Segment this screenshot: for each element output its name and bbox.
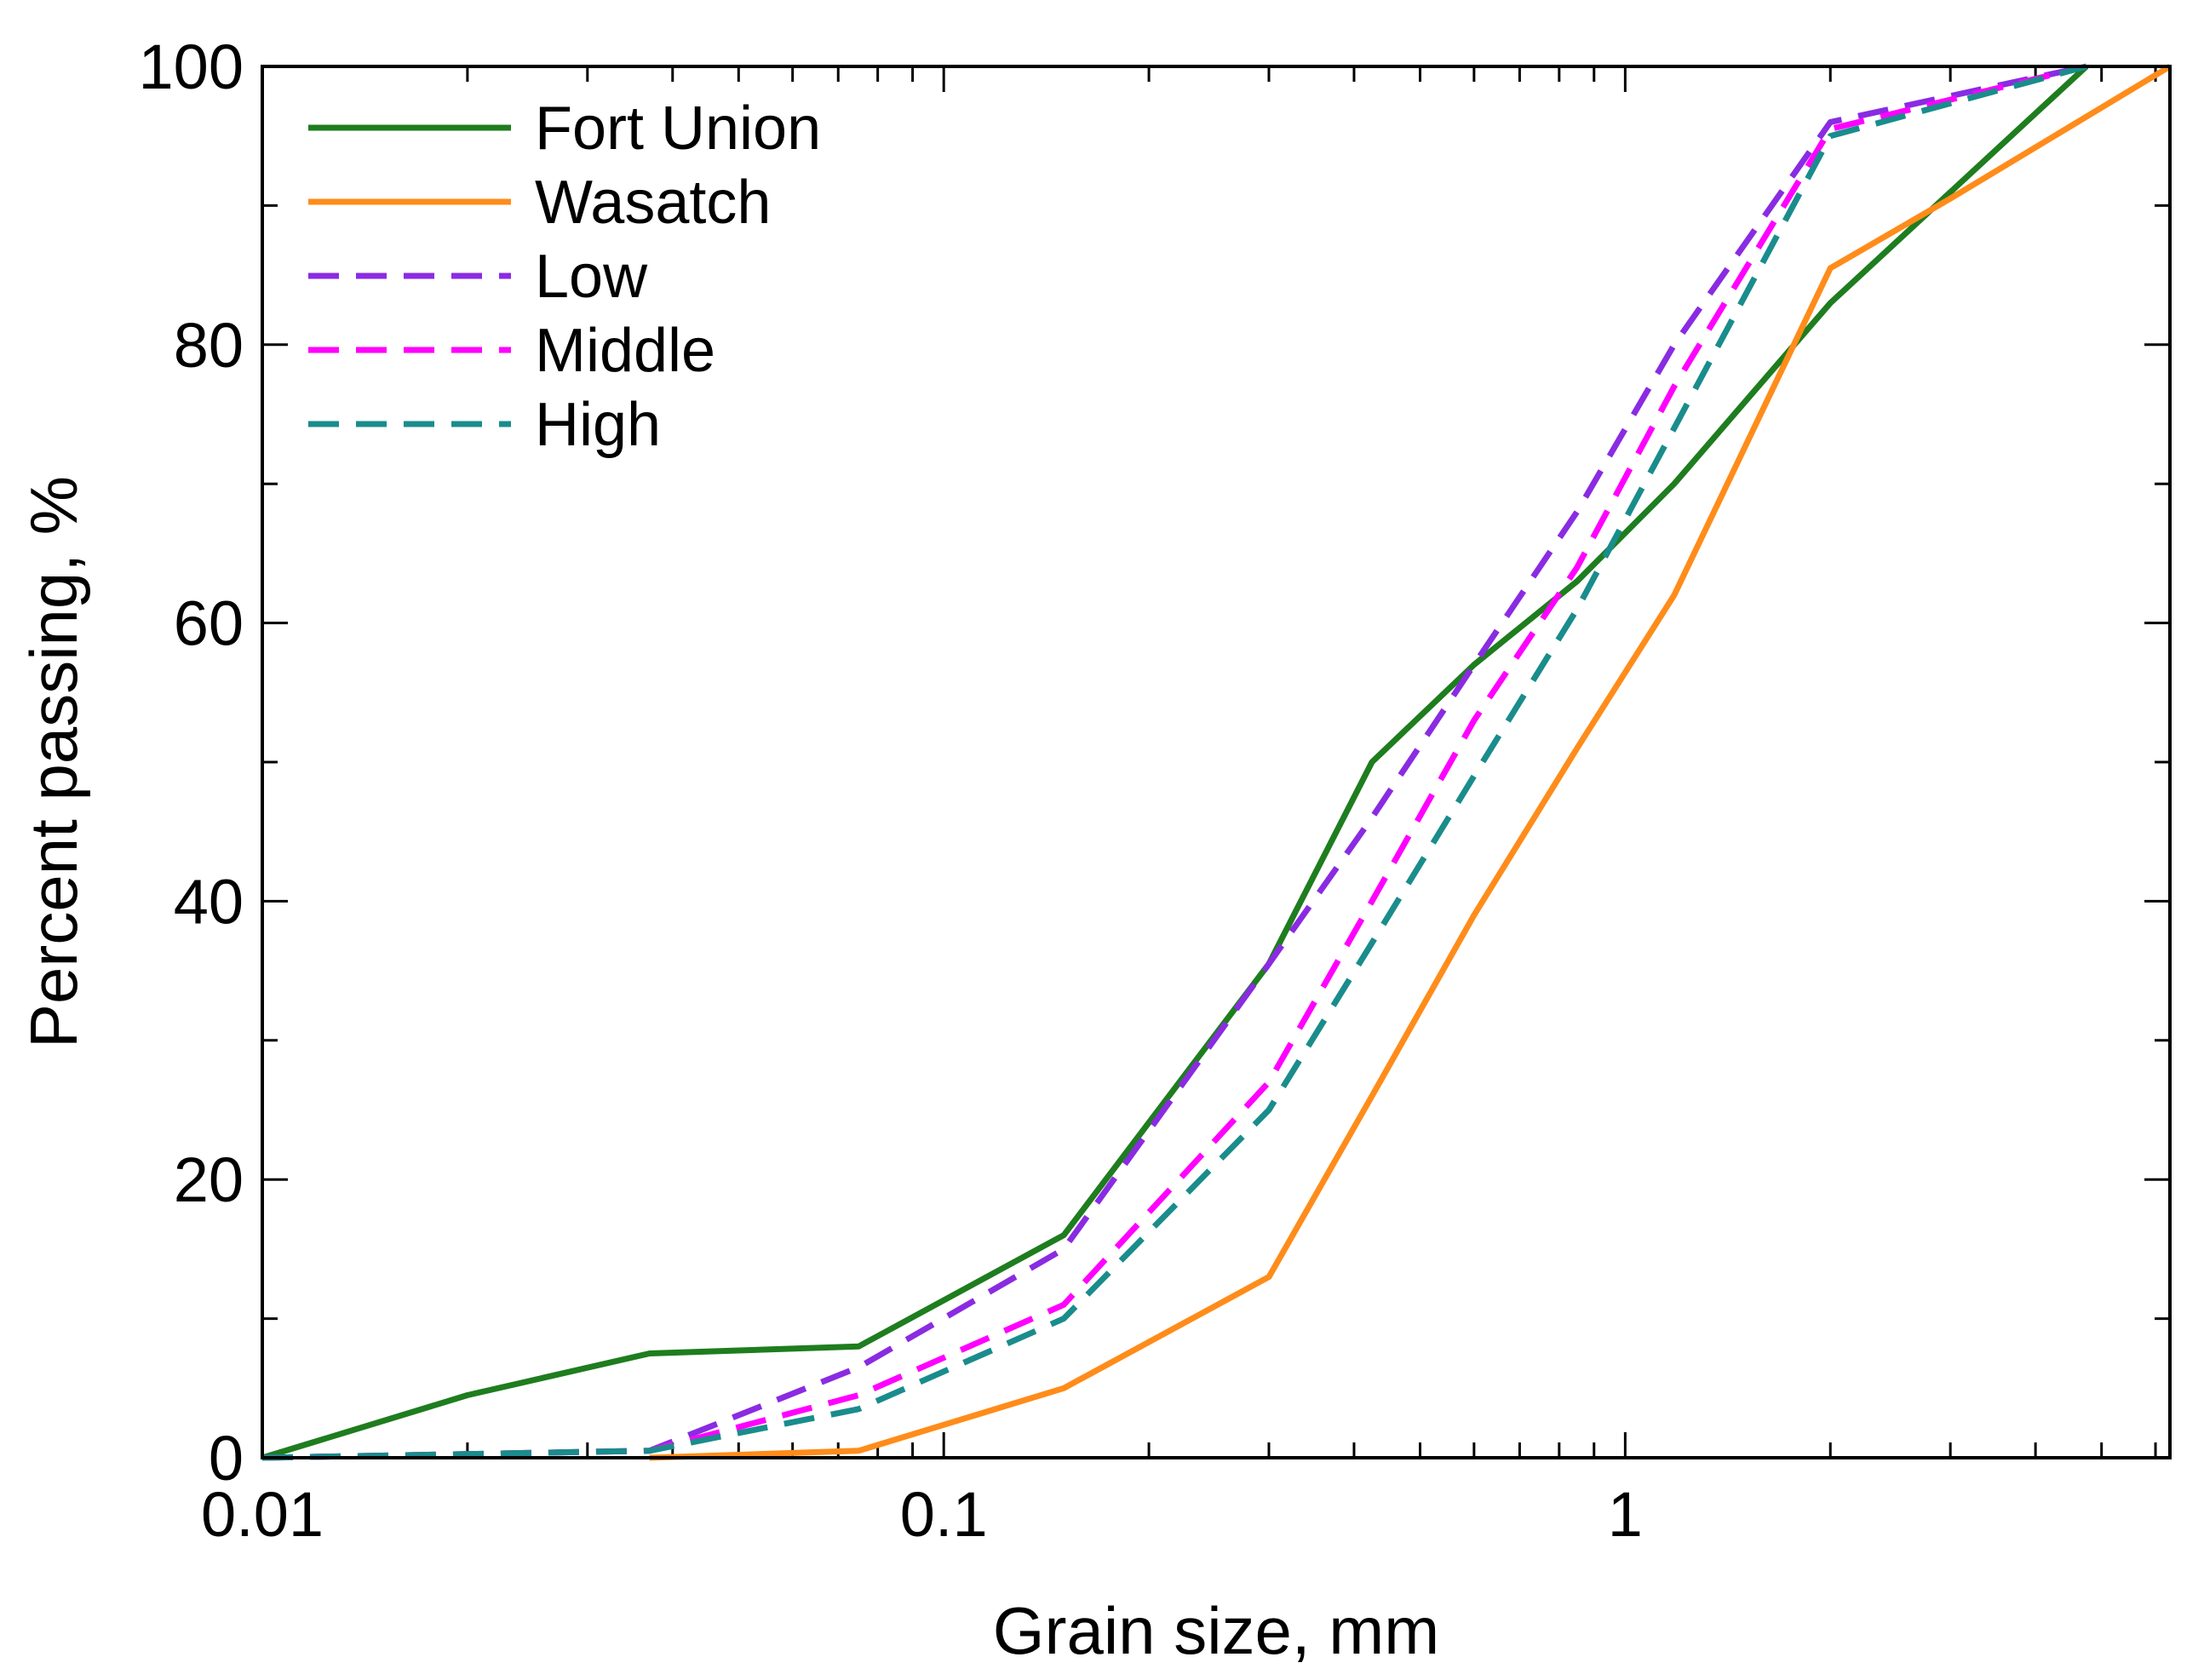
y-axis-label: Percent passing, % bbox=[16, 476, 91, 1048]
legend-label-middle: Middle bbox=[535, 317, 715, 385]
series-line-fort-union bbox=[261, 64, 2089, 1461]
series-line-wasatch bbox=[649, 64, 2172, 1461]
legend-label-fort-union: Fort Union bbox=[535, 95, 821, 163]
series-line-low bbox=[261, 63, 2087, 1461]
series-layer bbox=[261, 63, 2172, 1461]
x-tick-label: 1 bbox=[1608, 1479, 1643, 1550]
legend-label-wasatch: Wasatch bbox=[535, 169, 771, 237]
y-tick-label: 80 bbox=[174, 310, 244, 381]
labels-layer: Grain size, mm Percent passing, % bbox=[16, 476, 1439, 1668]
y-tick-label: 40 bbox=[174, 866, 244, 937]
y-tick-label: 20 bbox=[174, 1144, 244, 1215]
series-line-middle bbox=[261, 63, 2087, 1461]
y-tick-label: 0 bbox=[209, 1423, 244, 1494]
x-tick-label: 0.1 bbox=[900, 1479, 988, 1550]
y-tick-label: 60 bbox=[174, 588, 244, 659]
ticks-layer: 0 20 40 60 80 100 0.01 0.1 1 bbox=[139, 32, 2170, 1550]
legend-label-low: Low bbox=[535, 243, 648, 311]
y-tick-label: 100 bbox=[139, 32, 244, 102]
x-tick-label: 0.01 bbox=[201, 1479, 324, 1550]
plot-frame bbox=[261, 65, 2172, 1459]
x-axis-label: Grain size, mm bbox=[993, 1593, 1439, 1668]
series-line-high bbox=[261, 63, 2087, 1461]
legend-label-high: High bbox=[535, 391, 661, 459]
